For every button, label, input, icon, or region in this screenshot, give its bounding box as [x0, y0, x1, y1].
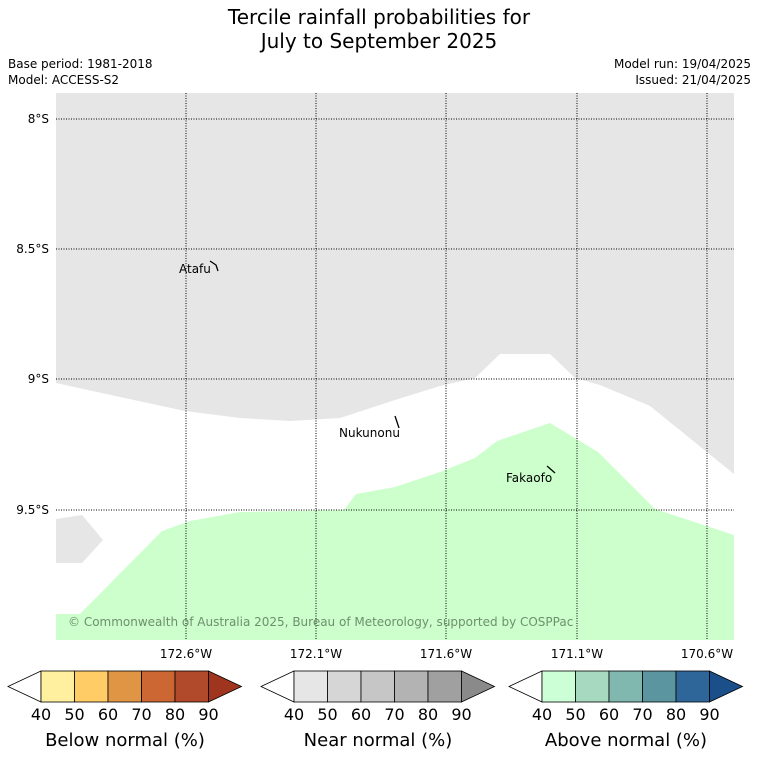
colorbar-above-high-arrow	[709, 670, 744, 703]
colorbar-near-segment	[360, 670, 395, 703]
lon-label: 172.6°W	[160, 647, 212, 661]
issued-label: Issued: 21/04/2025	[635, 73, 751, 87]
colorbar-near-low-arrow	[260, 670, 295, 703]
atafu-atoll	[209, 260, 219, 272]
base-period-label: Base period: 1981-2018	[8, 57, 153, 71]
colorbar-below-tick-label: 70	[131, 705, 151, 724]
colorbar-above-segment	[608, 670, 643, 703]
colorbar-above-tick-label: 50	[565, 705, 585, 724]
colorbar-below-tick-label: 80	[165, 705, 185, 724]
colorbar-near-high-arrow	[461, 670, 496, 703]
lat-axis: 8°S 8.5°S 9°S 9.5°S	[16, 112, 49, 517]
colorbar-below-segment	[141, 670, 176, 703]
colorbar-below-segment	[174, 670, 209, 703]
lat-label: 8°S	[28, 112, 49, 126]
colorbar-below-high-arrow	[208, 670, 243, 703]
colorbar-below-segment	[107, 670, 142, 703]
legend-title-above: Above normal (%)	[544, 730, 708, 751]
lat-label: 9°S	[28, 372, 49, 386]
colorbar-near-segment	[327, 670, 362, 703]
colorbar-above-tick-label: 60	[599, 705, 619, 724]
colorbar-near-tick-label: 60	[351, 705, 371, 724]
colorbar-below-tick-label: 60	[98, 705, 118, 724]
colorbar-near-tick-label: 50	[317, 705, 337, 724]
above-normal-region	[56, 423, 734, 640]
colorbar-below-low-arrow	[7, 670, 42, 703]
colorbar-above-tick-label: 90	[699, 705, 719, 724]
colorbar-near-tick-label: 90	[451, 705, 471, 724]
nukunonu-atoll	[394, 415, 400, 429]
place-label-fakaofo: Fakaofo	[506, 471, 552, 485]
legend-group: 40 50 60 70 80 90 40 50 60 70 80 90 40 50 60 70 80 90	[7, 670, 744, 724]
colorbar-above-segment	[675, 670, 710, 703]
map-area: Atafu Nukunonu Fakaofo © Commonwealth of…	[56, 93, 734, 640]
lat-label: 9.5°S	[16, 503, 49, 517]
colorbar-below-segment	[40, 670, 75, 703]
graticule	[56, 93, 734, 640]
colorbar-near-tick-label: 40	[284, 705, 304, 724]
colorbar-above-tick-label: 80	[666, 705, 686, 724]
colorbar-above-segment	[575, 670, 610, 703]
lon-label: 170.6°W	[681, 647, 733, 661]
legend-title-below: Below normal (%)	[45, 730, 205, 751]
colorbar-below-segment	[74, 670, 109, 703]
colorbar-above-low-arrow	[508, 670, 543, 703]
colorbar-near-segment	[427, 670, 462, 703]
colorbar-below-tick-label: 50	[64, 705, 84, 724]
lon-label: 172.1°W	[290, 647, 342, 661]
map-title-line2: July to September 2025	[260, 29, 498, 53]
colorbar-below-tick-label: 90	[198, 705, 218, 724]
colorbar-near-tick-label: 70	[384, 705, 404, 724]
colorbar-above-segment	[642, 670, 677, 703]
place-label-atafu: Atafu	[179, 262, 211, 276]
lon-axis: 172.6°W 172.1°W 171.6°W 171.1°W 170.6°W	[160, 647, 733, 661]
lon-label: 171.1°W	[551, 647, 603, 661]
model-label: Model: ACCESS-S2	[8, 73, 120, 87]
map-title-line1: Tercile rainfall probabilities for	[227, 5, 531, 29]
fakaofo-atoll	[546, 465, 556, 474]
place-label-nukunonu: Nukunonu	[339, 426, 400, 440]
colorbar-above-tick-label: 70	[632, 705, 652, 724]
colorbar-near-segment	[394, 670, 429, 703]
colorbar-above-tick-label: 40	[532, 705, 552, 724]
legend-title-near: Near normal (%)	[303, 730, 453, 751]
colorbar-near-tick-label: 80	[418, 705, 438, 724]
colorbar-below-tick-label: 40	[31, 705, 51, 724]
lon-label: 171.6°W	[420, 647, 472, 661]
colorbar-above-segment	[541, 670, 576, 703]
colorbar-near-segment	[293, 670, 328, 703]
copyright-notice: © Commonwealth of Australia 2025, Bureau…	[68, 615, 573, 629]
lat-label: 8.5°S	[16, 242, 49, 256]
model-run-label: Model run: 19/04/2025	[613, 57, 751, 71]
